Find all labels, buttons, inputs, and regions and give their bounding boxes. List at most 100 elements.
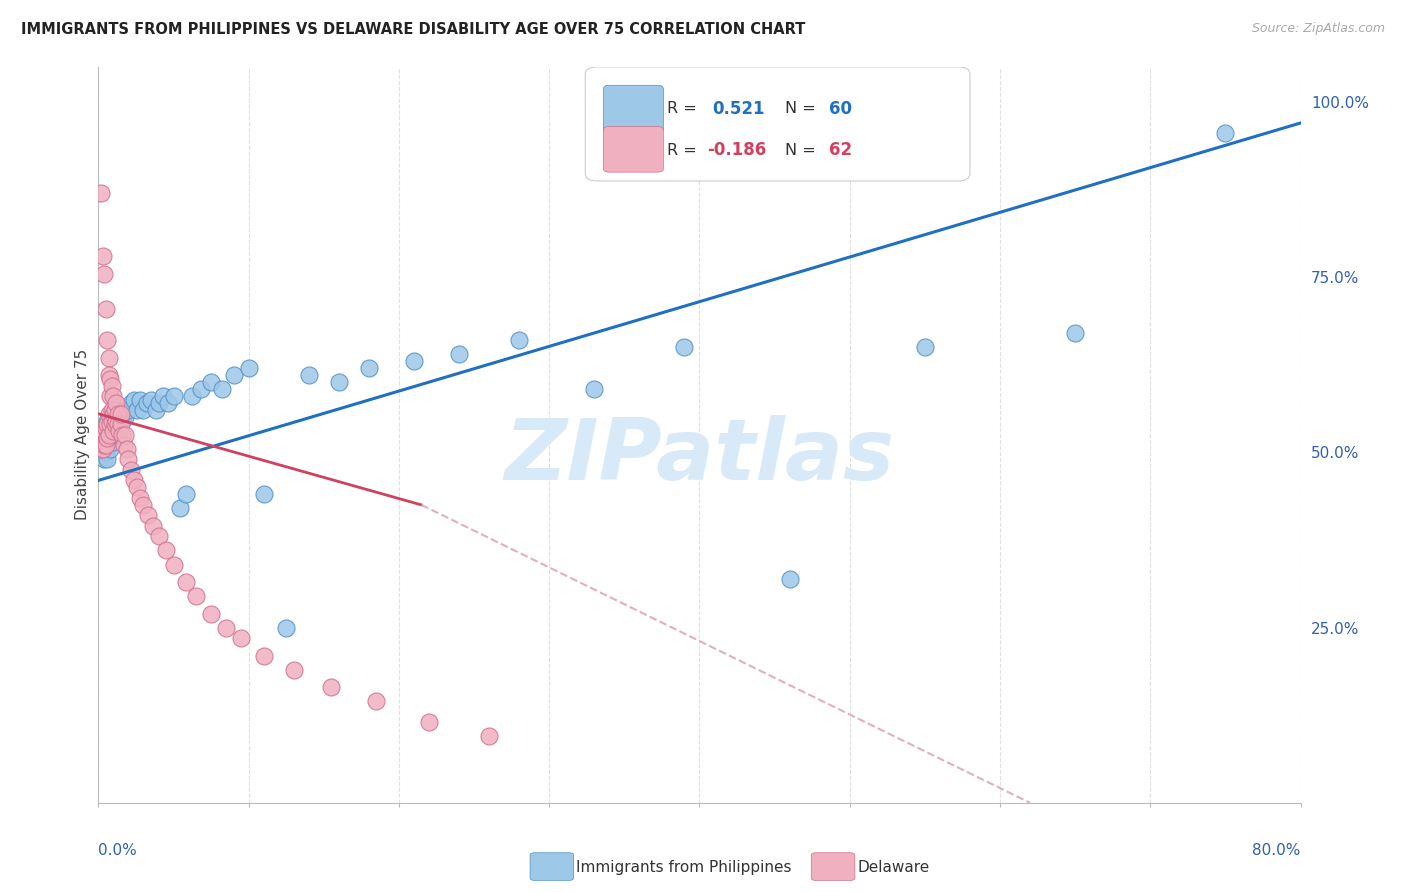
Point — [94, 425, 117, 439]
Point — [1064, 326, 1087, 341]
Point — [328, 376, 350, 390]
Point — [276, 621, 298, 635]
Point — [124, 392, 146, 407]
Point — [110, 417, 132, 432]
Point — [100, 372, 122, 386]
Point — [91, 442, 114, 456]
Point — [97, 407, 120, 421]
Point — [94, 438, 117, 452]
Text: -0.186: -0.186 — [707, 141, 766, 159]
Point — [121, 396, 143, 410]
Text: IMMIGRANTS FROM PHILIPPINES VS DELAWARE DISABILITY AGE OVER 75 CORRELATION CHART: IMMIGRANTS FROM PHILIPPINES VS DELAWARE … — [21, 22, 806, 37]
Point — [107, 407, 129, 421]
Point — [127, 480, 149, 494]
Point — [104, 417, 127, 432]
Point — [1215, 127, 1237, 141]
Point — [97, 351, 120, 365]
Point — [162, 389, 184, 403]
Point — [200, 376, 222, 390]
Point — [508, 333, 530, 347]
Text: 80.0%: 80.0% — [1253, 843, 1301, 858]
Point — [103, 425, 125, 439]
Point — [112, 403, 135, 417]
Point — [174, 575, 197, 590]
Text: 0.521: 0.521 — [713, 100, 765, 118]
Point — [94, 445, 117, 459]
Point — [110, 407, 132, 421]
Point — [673, 340, 696, 354]
Point — [124, 474, 146, 488]
Point — [478, 729, 501, 743]
Point — [91, 249, 114, 263]
Point — [190, 382, 212, 396]
Point — [97, 368, 120, 383]
Point — [253, 648, 276, 663]
Point — [100, 389, 122, 403]
Point — [148, 396, 170, 410]
Point — [108, 425, 131, 439]
Point — [283, 663, 305, 677]
Point — [107, 417, 129, 432]
Point — [110, 407, 132, 421]
Point — [115, 442, 138, 456]
Text: 62: 62 — [830, 141, 852, 159]
Point — [100, 417, 122, 432]
Point — [100, 442, 122, 456]
Point — [117, 452, 139, 467]
Point — [174, 487, 197, 501]
Point — [96, 431, 118, 445]
Point — [90, 186, 112, 200]
Point — [366, 694, 388, 708]
Point — [103, 421, 125, 435]
Point — [117, 403, 139, 417]
Point — [914, 340, 936, 354]
Text: ZIPatlas: ZIPatlas — [505, 416, 894, 499]
Point — [103, 389, 125, 403]
Point — [111, 428, 134, 442]
Point — [253, 487, 276, 501]
Point — [93, 452, 115, 467]
Point — [136, 508, 159, 523]
Point — [93, 431, 115, 445]
Text: R =: R = — [666, 143, 702, 158]
Point — [101, 414, 124, 428]
Point — [105, 414, 128, 428]
Point — [152, 389, 174, 403]
Point — [135, 396, 157, 410]
Point — [141, 519, 163, 533]
FancyBboxPatch shape — [585, 67, 970, 181]
Point — [184, 589, 207, 603]
Point — [94, 421, 117, 435]
Text: N =: N = — [785, 102, 821, 116]
Text: Delaware: Delaware — [858, 860, 929, 874]
Point — [104, 403, 127, 417]
Point — [298, 368, 321, 383]
FancyBboxPatch shape — [603, 127, 664, 172]
Point — [101, 379, 124, 393]
Point — [96, 417, 118, 432]
Point — [101, 403, 124, 417]
Point — [94, 438, 117, 452]
Point — [129, 491, 152, 505]
Point — [91, 442, 114, 456]
Text: 0.0%: 0.0% — [98, 843, 138, 858]
Point — [127, 403, 149, 417]
Point — [105, 396, 128, 410]
Point — [93, 267, 115, 281]
Point — [779, 572, 801, 586]
Point — [97, 428, 120, 442]
Text: Immigrants from Philippines: Immigrants from Philippines — [576, 860, 792, 874]
Point — [162, 558, 184, 572]
Point — [238, 361, 260, 376]
Point — [231, 631, 253, 645]
Point — [145, 403, 167, 417]
Y-axis label: Disability Age Over 75: Disability Age Over 75 — [75, 350, 90, 520]
Point — [169, 501, 191, 516]
Point — [111, 414, 134, 428]
Point — [139, 392, 162, 407]
Point — [148, 529, 170, 543]
Point — [357, 361, 380, 376]
Point — [93, 438, 115, 452]
Point — [103, 434, 125, 449]
Point — [96, 414, 118, 428]
